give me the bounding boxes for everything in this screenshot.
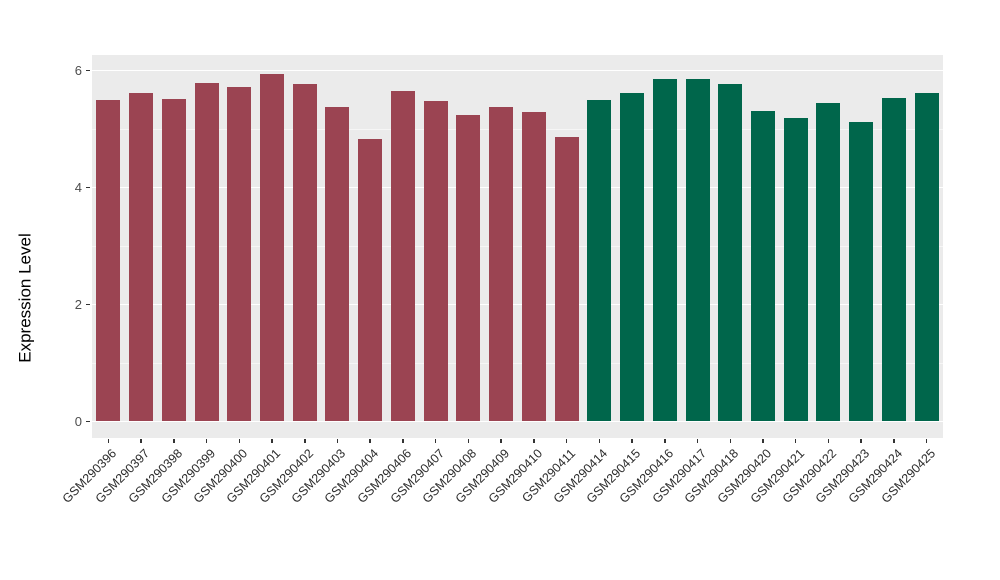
bar-GSM290418 bbox=[718, 84, 742, 421]
gridline-minor bbox=[92, 245, 943, 247]
x-tick-mark bbox=[238, 439, 241, 443]
bar-GSM290425 bbox=[915, 93, 939, 421]
bar-GSM290411 bbox=[555, 137, 579, 421]
bar-GSM290423 bbox=[849, 122, 873, 421]
bar-GSM290415 bbox=[620, 92, 644, 421]
bar-GSM290417 bbox=[686, 78, 710, 421]
x-tick-mark bbox=[925, 439, 928, 443]
bar-GSM290406 bbox=[391, 91, 415, 421]
plot-panel bbox=[92, 55, 943, 438]
x-tick-mark bbox=[565, 439, 568, 443]
bar-GSM290399 bbox=[195, 82, 219, 421]
bar-GSM290397 bbox=[129, 92, 153, 421]
y-tick-label: 0 bbox=[74, 413, 82, 429]
y-tick-mark bbox=[86, 303, 90, 305]
bar-GSM290398 bbox=[162, 99, 186, 421]
x-tick-mark bbox=[631, 439, 633, 443]
gridline-major bbox=[92, 70, 943, 71]
x-tick-mark bbox=[762, 439, 764, 443]
bar-GSM290401 bbox=[260, 74, 284, 421]
bar-GSM290422 bbox=[816, 102, 840, 421]
gridline-major bbox=[92, 304, 943, 305]
y-tick-label: 4 bbox=[74, 179, 82, 195]
bar-GSM290404 bbox=[358, 139, 382, 421]
bar-GSM290421 bbox=[784, 117, 808, 421]
x-tick-mark bbox=[893, 439, 895, 443]
bar-GSM290407 bbox=[424, 101, 448, 421]
y-tick-mark bbox=[86, 186, 90, 188]
x-tick-mark bbox=[336, 439, 339, 443]
x-tick-mark bbox=[664, 439, 666, 443]
x-tick-mark bbox=[827, 439, 830, 443]
x-tick-mark bbox=[729, 439, 731, 443]
x-tick-mark bbox=[696, 439, 699, 443]
bar-GSM290416 bbox=[653, 78, 677, 421]
bar-GSM290396 bbox=[96, 99, 120, 421]
x-tick-mark bbox=[107, 439, 110, 443]
bar-GSM290424 bbox=[882, 98, 906, 421]
x-tick-mark bbox=[794, 439, 797, 443]
x-tick-mark bbox=[598, 439, 601, 443]
x-tick-mark bbox=[533, 439, 535, 443]
gridline-major bbox=[92, 421, 943, 422]
bar-GSM290408 bbox=[456, 115, 480, 421]
x-tick-mark bbox=[467, 439, 470, 443]
x-tick-mark bbox=[860, 439, 862, 443]
y-tick-mark bbox=[86, 69, 90, 71]
y-tick-label: 6 bbox=[74, 62, 82, 78]
y-tick-label: 2 bbox=[74, 296, 82, 312]
bar-GSM290410 bbox=[522, 112, 546, 421]
x-tick-mark bbox=[434, 439, 437, 443]
bar-GSM290400 bbox=[227, 86, 251, 421]
bar-GSM290402 bbox=[293, 84, 317, 421]
x-tick-mark bbox=[369, 439, 371, 443]
x-tick-mark bbox=[173, 439, 175, 443]
x-tick-mark bbox=[304, 439, 306, 443]
bar-GSM290409 bbox=[489, 106, 513, 421]
x-tick-mark bbox=[500, 439, 502, 443]
bar-GSM290420 bbox=[751, 110, 775, 421]
gridline-minor bbox=[92, 362, 943, 364]
bar-GSM290414 bbox=[587, 99, 611, 421]
y-tick-mark bbox=[86, 420, 90, 422]
gridline-minor bbox=[92, 128, 943, 130]
x-tick-mark bbox=[205, 439, 208, 443]
x-tick-mark bbox=[140, 439, 142, 443]
x-tick-mark bbox=[271, 439, 273, 443]
bar-GSM290403 bbox=[325, 106, 349, 421]
x-tick-mark bbox=[402, 439, 404, 443]
gridline-major bbox=[92, 187, 943, 188]
